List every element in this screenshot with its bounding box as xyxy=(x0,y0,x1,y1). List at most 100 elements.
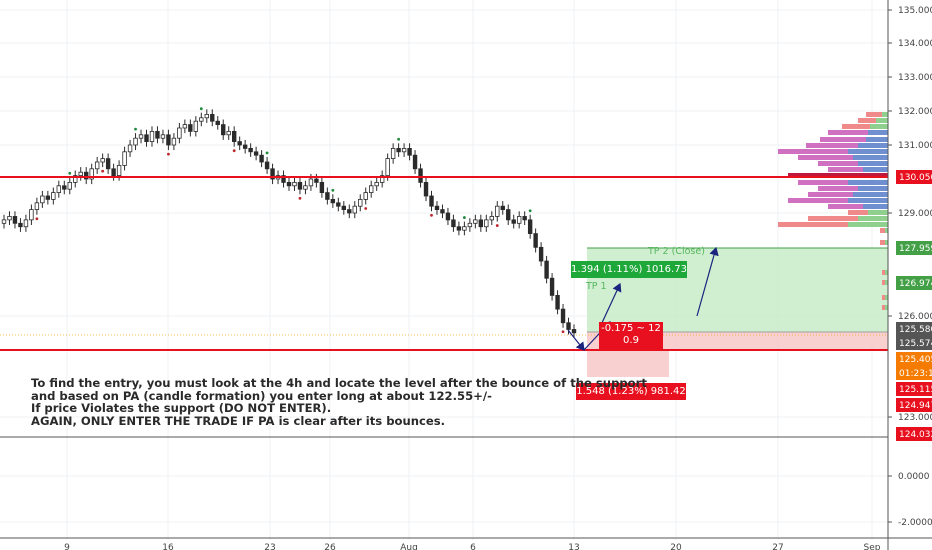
candle-body xyxy=(193,120,199,132)
price-tag xyxy=(896,427,932,441)
volume-profile-bar xyxy=(858,186,888,191)
volume-profile-bar xyxy=(778,149,848,154)
candle-body xyxy=(45,195,51,200)
price-tag-text: 124.947 xyxy=(899,401,932,411)
time-tick-label: Sep xyxy=(864,543,881,550)
candle-body xyxy=(319,181,325,193)
entry-box: -0.175 ~ 12 0.9 xyxy=(599,322,663,350)
candle-body xyxy=(264,161,270,170)
volume-profile-bar xyxy=(828,204,863,209)
volume-profile-bar xyxy=(853,155,888,160)
tp2-label: TP 2 (Close) xyxy=(648,246,705,257)
volume-profile-bar xyxy=(818,186,858,191)
fractal-marker xyxy=(430,213,433,217)
candle-body xyxy=(221,124,226,136)
volume-profile-bar xyxy=(853,192,888,197)
volume-profile-bar xyxy=(885,280,888,285)
candle-body xyxy=(94,161,100,170)
candle-body xyxy=(467,222,473,228)
volume-profile-bar xyxy=(880,240,885,245)
candle-body xyxy=(166,134,171,146)
candle-body xyxy=(18,222,23,228)
fractal-marker xyxy=(199,107,203,111)
candle-body xyxy=(56,185,62,194)
candle-body xyxy=(440,209,445,214)
price-tag xyxy=(896,336,932,350)
candle-body xyxy=(226,130,231,136)
candle-body xyxy=(12,216,18,224)
candle-body xyxy=(23,219,29,228)
candle-body xyxy=(314,178,319,183)
volume-profile-bar xyxy=(866,137,888,142)
time-tick-label: 20 xyxy=(670,543,682,550)
candle-body xyxy=(62,185,67,190)
candle-body xyxy=(133,137,138,146)
price-tag xyxy=(896,382,932,396)
fractal-marker xyxy=(561,330,565,334)
candle-body xyxy=(429,195,434,207)
candle-body xyxy=(396,147,401,153)
price-tick-label: 123.000 xyxy=(898,413,932,423)
candle-body xyxy=(407,147,412,156)
time-tick-label: 9 xyxy=(64,543,70,550)
price-tag-text: 130.050 xyxy=(899,173,932,183)
price-tag xyxy=(896,352,932,366)
candle-body xyxy=(500,205,505,210)
fractal-marker xyxy=(134,127,137,131)
oscillator-tick-label: 0.0000 xyxy=(898,472,930,482)
candle-body xyxy=(1,219,7,224)
price-tick-label: 135.000 xyxy=(898,6,932,16)
position-zones xyxy=(0,247,888,377)
time-tick-label: 6 xyxy=(470,543,476,550)
candle-body xyxy=(462,226,467,231)
candle-body xyxy=(29,209,34,221)
candle-body xyxy=(484,219,489,228)
volume-profile-bar xyxy=(828,167,863,172)
time-tick-label: 23 xyxy=(264,543,275,550)
candle-body xyxy=(89,168,94,180)
volume-profile xyxy=(778,112,888,310)
oscillator-tick-label: -2.0000 xyxy=(898,518,932,528)
fractal-marker xyxy=(35,217,39,221)
entry-box-line1: -0.175 ~ 12 xyxy=(601,323,661,334)
candle-body xyxy=(204,114,209,119)
volume-profile-bar xyxy=(885,240,888,245)
target-box: 1.394 (1.11%) 1016.73 xyxy=(571,261,687,278)
volume-profile-bar xyxy=(808,216,858,221)
volume-profile-bar xyxy=(808,192,853,197)
price-tag-text: 125.115 xyxy=(899,385,932,395)
price-tag-text: 127.959 xyxy=(899,244,932,254)
volume-profile-bar xyxy=(820,137,866,142)
volume-profile-bar xyxy=(863,167,888,172)
fractal-marker xyxy=(462,216,466,219)
price-tag xyxy=(896,276,932,290)
volume-profile-bar xyxy=(885,295,888,300)
tp1-label: TP 1 xyxy=(586,281,607,292)
candle-body xyxy=(451,219,456,228)
fractal-marker xyxy=(528,209,532,213)
candle-body xyxy=(336,202,341,207)
price-tick-label: 133.000 xyxy=(898,73,932,83)
price-tick-label: 134.000 xyxy=(898,39,932,49)
candle-body xyxy=(84,171,89,180)
candle-body xyxy=(385,158,390,177)
volume-profile-bar xyxy=(788,173,843,178)
time-tick-label: 16 xyxy=(162,543,174,550)
fractal-marker xyxy=(495,224,499,227)
candle-body xyxy=(215,120,220,125)
fractal-marker xyxy=(167,152,170,156)
candle-body xyxy=(358,198,363,207)
candle-body xyxy=(325,192,330,200)
candle-body xyxy=(292,181,297,187)
candle-body xyxy=(330,198,336,204)
volume-profile-bar xyxy=(858,143,888,148)
candle-body xyxy=(511,219,516,224)
price-tag-text: 125.574 xyxy=(899,339,932,349)
fractal-marker xyxy=(232,149,236,153)
volume-profile-bar xyxy=(848,180,888,185)
candle-body xyxy=(495,205,500,217)
candle-body xyxy=(127,144,133,153)
candle-body xyxy=(40,195,45,204)
